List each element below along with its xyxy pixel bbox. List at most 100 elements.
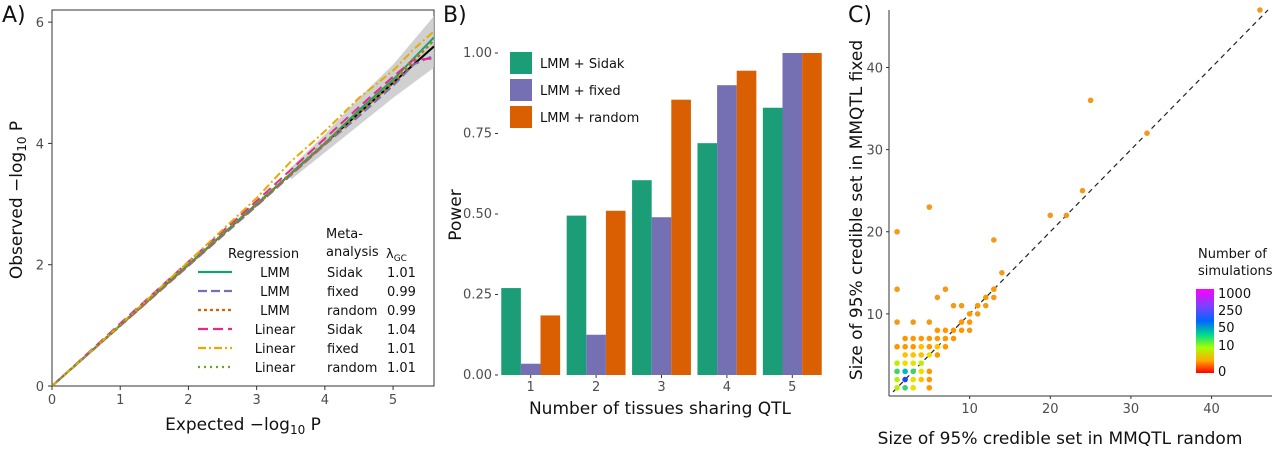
legend-header-meta: Meta- [326, 227, 363, 242]
confidence-band [290, 16, 434, 180]
bar [651, 217, 672, 375]
legend-label: LMM + fixed [540, 84, 621, 99]
scatter-point [926, 376, 933, 383]
bar [697, 143, 718, 375]
panel-a-x-axis-title-sub: 10 [290, 423, 305, 437]
scatter-point [902, 360, 908, 366]
panel-c-y-axis-title: Size of 95% credible set in MMQTL fixed [847, 40, 867, 380]
scatter-point [958, 327, 965, 334]
panel-a-y-axis-title-main: Observed −log [7, 152, 27, 279]
scatter-point [902, 384, 908, 391]
legend-regression: LMM [260, 304, 290, 319]
scatter-point [910, 368, 916, 375]
bar [782, 53, 803, 375]
scatter-point [926, 384, 933, 391]
y-tick-label: 4 [36, 137, 44, 152]
scatter-point [934, 335, 941, 342]
x-tick-label: 3 [253, 393, 261, 408]
panel-b-bars [501, 53, 822, 376]
scatter-point [991, 294, 997, 301]
scatter-point [910, 335, 916, 342]
scatter-point [934, 352, 941, 358]
y-tick-label: 20 [866, 226, 883, 241]
legend-lambda: 0.99 [387, 285, 416, 300]
scatter-point [910, 384, 916, 391]
scatter-point [982, 302, 989, 309]
bar [501, 288, 521, 375]
panel-a-y-axis-title-end: P [7, 121, 27, 137]
legend-label: LMM + random [540, 111, 639, 126]
bar [540, 315, 561, 375]
color-legend-label: 10 [1218, 339, 1235, 354]
panel-b-x-ticks: 1 2 3 4 5 [527, 375, 796, 395]
legend-swatch [510, 106, 532, 128]
color-legend-labels: 1000 250 50 10 0 [1218, 287, 1251, 380]
panel-c-x-axis-title: Size of 95% credible set in MMQTL random [878, 429, 1243, 449]
legend-lambda-sub: GC [394, 254, 407, 264]
legend-meta: random [327, 304, 377, 319]
panel-a-y-ticks: 0 2 4 6 [36, 16, 52, 395]
scatter-point [902, 335, 908, 342]
scatter-point [894, 286, 900, 293]
panel-a-confidence-band [290, 16, 434, 180]
panel-c-points [894, 7, 1263, 391]
scatter-point [950, 327, 957, 334]
y-tick-label: 0.25 [463, 288, 492, 303]
color-legend-title-2: simulations [1198, 264, 1273, 279]
panel-b-y-axis-title: Power [446, 189, 466, 240]
legend-header-lambda: λGC [386, 247, 407, 264]
bar [605, 210, 626, 375]
y-tick-label: 30 [866, 144, 883, 159]
scatter-point [894, 228, 900, 235]
legend-lambda: 1.04 [387, 323, 416, 338]
panel-a-series [51, 30, 435, 387]
bar [520, 363, 541, 375]
scatter-point [902, 352, 908, 358]
scatter-point [991, 286, 997, 293]
panel-a-label: A) [2, 3, 26, 28]
panel-a-x-axis-title-main: Expected −log [165, 415, 290, 435]
scatter-point [894, 368, 900, 375]
legend-meta: fixed [327, 342, 359, 357]
legend-swatch [510, 79, 532, 101]
legend-swatch [510, 52, 532, 74]
legend-regression: Linear [255, 361, 296, 376]
panel-b-label: B) [443, 3, 467, 28]
y-tick-label: 1.00 [463, 46, 492, 61]
panel-c-y-ticks: 10 20 30 40 [866, 61, 889, 323]
legend-regression: Linear [255, 342, 296, 357]
x-tick-label: 4 [723, 380, 731, 395]
scatter-point [902, 343, 908, 350]
x-tick-label: 2 [184, 393, 192, 408]
scatter-point [910, 343, 916, 350]
scatter-point [894, 343, 900, 350]
color-legend-label: 250 [1218, 304, 1243, 319]
scatter-point [926, 204, 933, 210]
color-legend-label: 1000 [1218, 287, 1251, 302]
scatter-point [894, 319, 900, 325]
panel-b-legend: LMM + Sidak LMM + fixed LMM + random [510, 52, 639, 128]
scatter-point [918, 376, 925, 383]
y-tick-label: 2 [36, 259, 44, 274]
scatter-point [902, 368, 908, 375]
scatter-point [902, 376, 908, 383]
scatter-point [999, 270, 1005, 276]
legend-header-analysis: analysis [326, 245, 379, 260]
x-tick-label: 30 [1123, 402, 1140, 417]
scatter-point [918, 343, 925, 350]
bar [632, 180, 652, 375]
scatter-point [918, 360, 925, 366]
color-legend-title-1: Number of [1198, 247, 1267, 262]
y-tick-label: 0 [36, 380, 44, 395]
scatter-point [1087, 97, 1094, 104]
legend-meta: Sidak [327, 323, 363, 338]
scatter-point [974, 302, 981, 309]
bar [736, 70, 757, 376]
color-legend-label: 0 [1218, 365, 1226, 380]
scatter-point [950, 335, 957, 342]
x-tick-label: 20 [1042, 402, 1059, 417]
bar [671, 99, 691, 375]
scatter-point [942, 286, 949, 293]
